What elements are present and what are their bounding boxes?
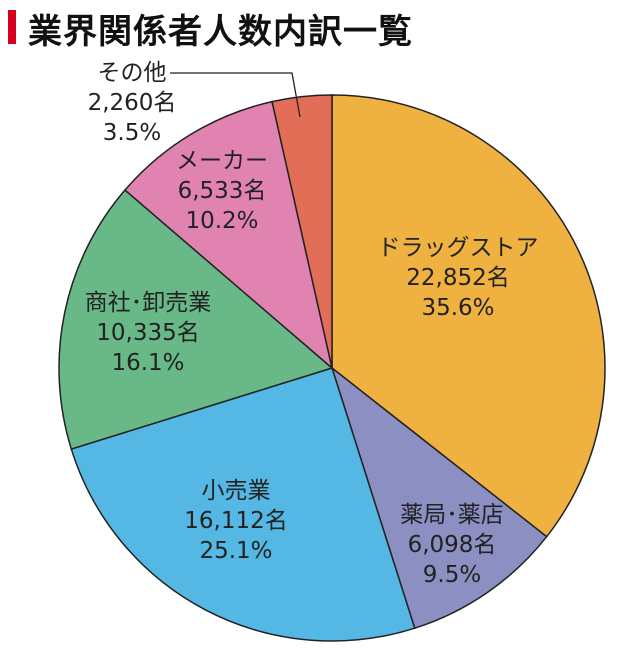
pie-slice-trading-wholesale xyxy=(58,188,334,451)
chart-title: 業界関係者人数内訳一覧 xyxy=(28,12,413,52)
slice-percent: 9.5% xyxy=(423,562,481,588)
slice-count: 6,098名 xyxy=(408,532,497,558)
slice-name: 薬局･薬店 xyxy=(400,502,504,528)
leader-line-other xyxy=(170,72,301,118)
slice-percent: 16.1% xyxy=(111,350,184,376)
slice-label-pharmacy: 薬局･薬店 6,098名 9.5% xyxy=(400,502,504,588)
slice-name: その他 xyxy=(98,60,167,86)
pie-slice-retail xyxy=(70,367,416,642)
slice-percent: 25.1% xyxy=(199,538,272,564)
slice-name: 小売業 xyxy=(202,478,271,504)
slice-label-drugstore: ドラッグストア 22,852名 35.6% xyxy=(378,235,539,321)
slice-percent: 3.5% xyxy=(103,120,161,146)
leader-lines xyxy=(170,72,301,118)
title-accent-bar xyxy=(8,10,16,44)
slice-count: 2,260名 xyxy=(88,90,177,116)
slice-percent: 10.2% xyxy=(185,208,258,234)
pie-slice-pharmacy xyxy=(330,365,548,630)
slice-name: 商社･卸売業 xyxy=(85,290,212,316)
pie-slice-other xyxy=(271,94,333,369)
slice-label-maker: メーカー 6,533名 10.2% xyxy=(176,148,268,234)
slice-percent: 35.6% xyxy=(421,295,494,321)
chart-header: 業界関係者人数内訳一覧 xyxy=(0,0,640,52)
pie-slice-maker xyxy=(123,100,334,371)
slice-count: 6,533名 xyxy=(178,178,267,204)
slice-count: 16,112名 xyxy=(184,508,287,534)
pie-slices xyxy=(58,94,606,642)
slice-count: 22,852名 xyxy=(406,265,509,291)
slice-label-other: その他 2,260名 3.5% xyxy=(88,60,177,146)
pie-slice-drugstore xyxy=(331,94,606,538)
slice-count: 10,335名 xyxy=(96,320,199,346)
slice-label-trading-wholesale: 商社･卸売業 10,335名 16.1% xyxy=(85,290,212,376)
slice-label-retail: 小売業 16,112名 25.1% xyxy=(184,478,287,564)
pie-labels: ドラッグストア 22,852名 35.6% 薬局･薬店 6,098名 9.5% 小売業 16,… xyxy=(85,60,539,588)
slice-name: ドラッグストア xyxy=(378,235,539,261)
slice-name: メーカー xyxy=(176,148,268,174)
